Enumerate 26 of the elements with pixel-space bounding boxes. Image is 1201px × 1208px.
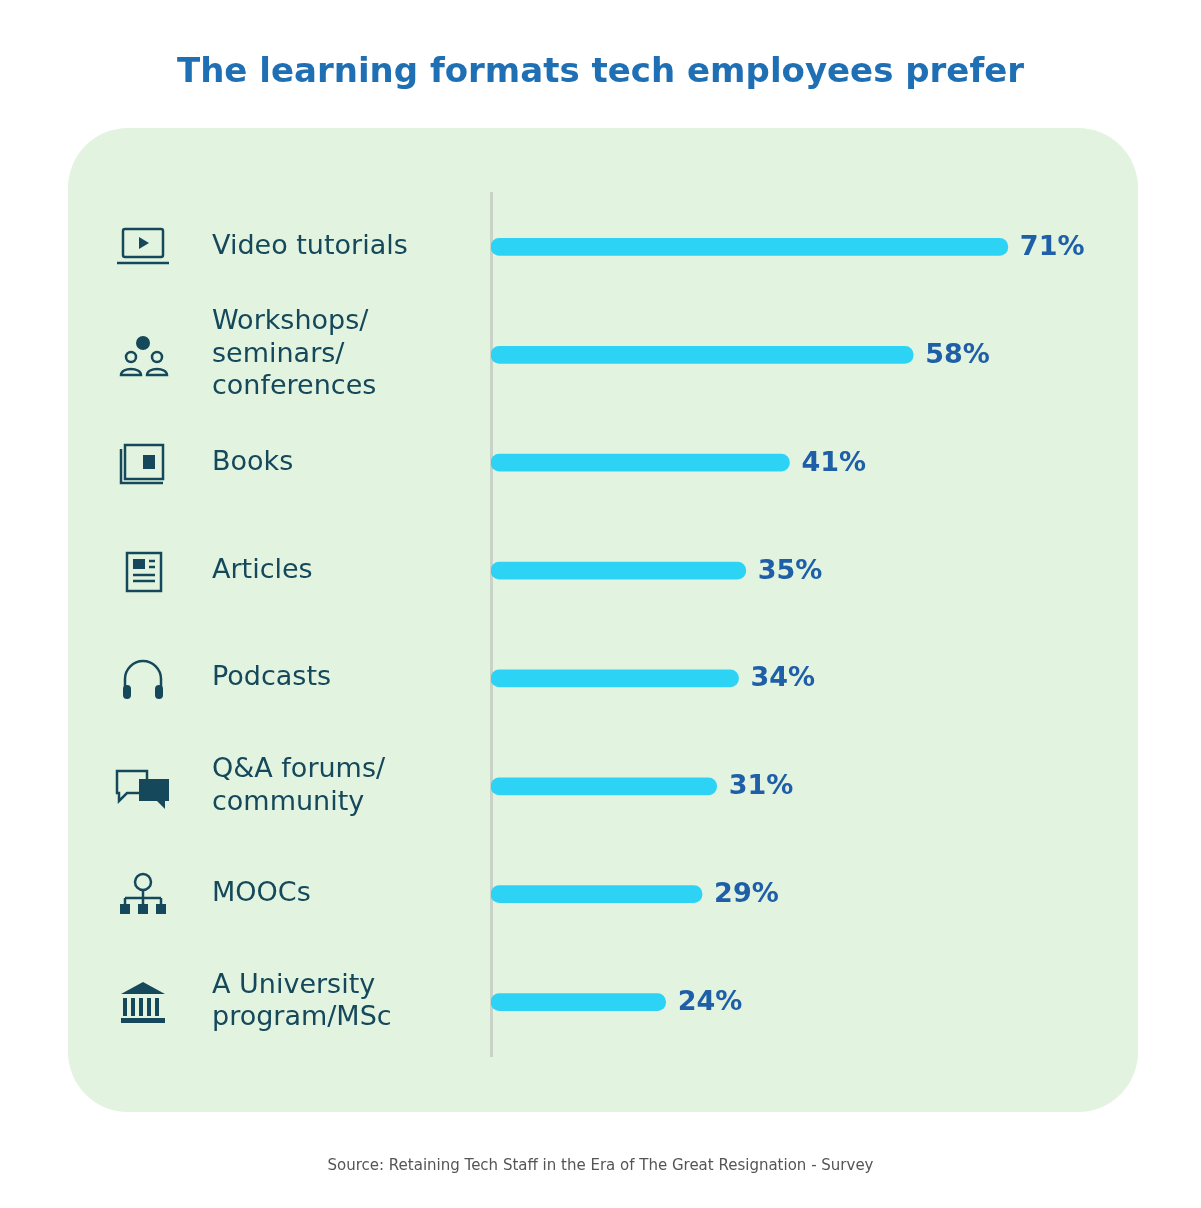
y-tick-label: MOOCs xyxy=(212,876,311,908)
data-label: 41% xyxy=(801,445,867,477)
bar xyxy=(491,561,747,580)
y-tick-label: Podcasts xyxy=(212,660,332,692)
bar xyxy=(491,345,914,364)
bar xyxy=(491,669,739,688)
y-tick-label: Video tutorials xyxy=(212,228,408,260)
data-label: 31% xyxy=(728,769,794,801)
data-label: 34% xyxy=(750,661,816,693)
y-tick-label: A University program/MSc xyxy=(212,967,392,1032)
bar xyxy=(491,453,790,472)
source-note: Source: Retaining Tech Staff in the Era of The Great Resignation - Survey xyxy=(326,1156,875,1174)
data-label: 35% xyxy=(757,553,823,585)
bar xyxy=(491,777,717,796)
data-label: 58% xyxy=(925,337,990,369)
bar xyxy=(491,238,1009,256)
data-label: 71% xyxy=(1019,229,1085,261)
y-tick-label: Workshops/ seminars/ conferences xyxy=(212,304,377,401)
chart-title: The learning formats tech employees prefer xyxy=(175,50,1026,90)
y-tick-label: Q&A forums/ community xyxy=(212,752,386,816)
data-label: 29% xyxy=(714,877,779,909)
bar xyxy=(491,885,703,904)
y-tick-label: Books xyxy=(212,444,294,476)
y-tick-label: Articles xyxy=(212,552,313,584)
bar xyxy=(491,993,667,1011)
data-label: 24% xyxy=(677,985,743,1017)
